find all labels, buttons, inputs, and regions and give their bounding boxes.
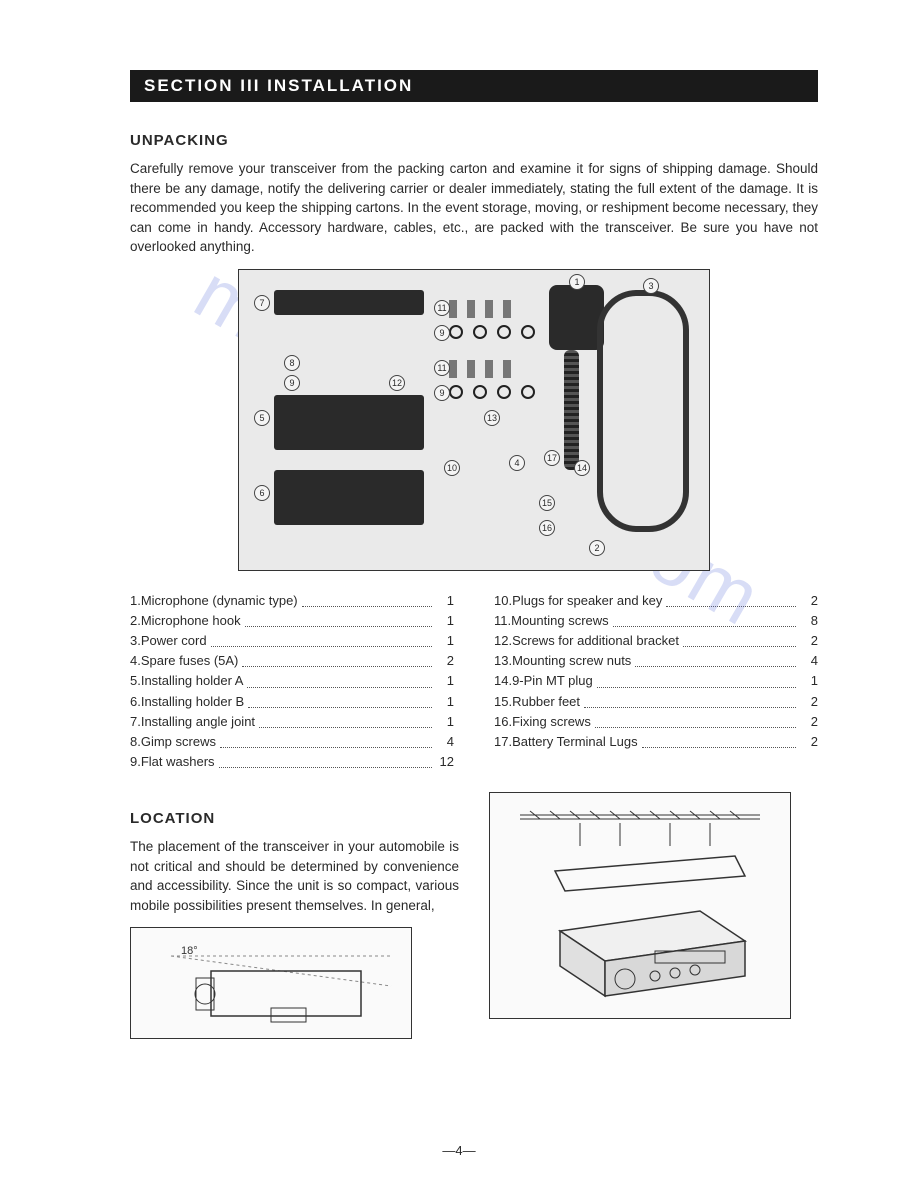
manual-page: manualshive.com SECTION III INSTALLATION… bbox=[0, 0, 918, 1188]
parts-item-dots bbox=[219, 752, 432, 768]
parts-item-qty: 1 bbox=[436, 631, 454, 651]
parts-item-number: 16. bbox=[494, 712, 512, 732]
location-heading: LOCATION bbox=[130, 810, 459, 827]
parts-item-dots bbox=[211, 631, 432, 647]
parts-item-number: 1. bbox=[130, 591, 141, 611]
parts-item: 6. Installing holder B 1 bbox=[130, 692, 454, 712]
parts-item-label: Microphone hook bbox=[141, 611, 241, 631]
parts-item-qty: 1 bbox=[436, 712, 454, 732]
parts-list-right: 10. Plugs for speaker and key211. Mounti… bbox=[494, 591, 818, 772]
parts-item: 12. Screws for additional bracket 2 bbox=[494, 631, 818, 651]
parts-item-qty: 1 bbox=[436, 671, 454, 691]
parts-item-qty: 2 bbox=[800, 692, 818, 712]
parts-item-dots bbox=[613, 611, 796, 627]
parts-item-dots bbox=[259, 712, 432, 728]
parts-item-label: Rubber feet bbox=[512, 692, 580, 712]
parts-item-dots bbox=[597, 671, 796, 687]
unpacking-text: Carefully remove your transceiver from t… bbox=[130, 159, 818, 257]
parts-item-number: 11. bbox=[494, 611, 511, 631]
parts-item-label: Gimp screws bbox=[141, 732, 216, 752]
parts-item: 11. Mounting screws 8 bbox=[494, 611, 818, 631]
parts-item-dots bbox=[635, 651, 796, 667]
parts-item: 13. Mounting screw nuts 4 bbox=[494, 651, 818, 671]
parts-item-number: 7. bbox=[130, 712, 141, 732]
parts-item-dots bbox=[245, 611, 432, 627]
parts-item: 10. Plugs for speaker and key 2 bbox=[494, 591, 818, 611]
parts-item-label: Spare fuses (5A) bbox=[141, 651, 239, 671]
parts-item: 2. Microphone hook 1 bbox=[130, 611, 454, 631]
parts-item-dots bbox=[642, 732, 796, 748]
angle-diagram: 18° bbox=[130, 927, 412, 1039]
parts-item-dots bbox=[666, 591, 796, 607]
parts-item-qty: 4 bbox=[436, 732, 454, 752]
parts-item-label: Installing holder A bbox=[141, 671, 244, 691]
parts-item: 4. Spare fuses (5A) 2 bbox=[130, 651, 454, 671]
parts-item: 1. Microphone (dynamic type) 1 bbox=[130, 591, 454, 611]
parts-item-label: Mounting screw nuts bbox=[512, 651, 631, 671]
parts-item: 17. Battery Terminal Lugs 2 bbox=[494, 732, 818, 752]
parts-item: 14. 9-Pin MT plug 1 bbox=[494, 671, 818, 691]
parts-item-qty: 2 bbox=[800, 591, 818, 611]
parts-item: 8. Gimp screws 4 bbox=[130, 732, 454, 752]
parts-item: 5. Installing holder A 1 bbox=[130, 671, 454, 691]
parts-item-number: 15. bbox=[494, 692, 512, 712]
parts-item-label: Power cord bbox=[141, 631, 207, 651]
parts-item-qty: 1 bbox=[436, 611, 454, 631]
parts-item-number: 8. bbox=[130, 732, 141, 752]
parts-item-dots bbox=[302, 591, 432, 607]
parts-item-label: Flat washers bbox=[141, 752, 215, 772]
parts-item-number: 3. bbox=[130, 631, 141, 651]
accessories-photo: 7 5 6 1 3 11 9 8 9 12 11 9 13 10 4 17 14… bbox=[238, 269, 710, 571]
parts-list: 1. Microphone (dynamic type)12. Micropho… bbox=[130, 591, 818, 772]
parts-item-dots bbox=[595, 712, 796, 728]
parts-item-qty: 2 bbox=[800, 712, 818, 732]
parts-item-number: 17. bbox=[494, 732, 512, 752]
parts-item-qty: 2 bbox=[800, 732, 818, 752]
parts-item: 3. Power cord 1 bbox=[130, 631, 454, 651]
parts-item-qty: 1 bbox=[436, 591, 454, 611]
parts-item-label: Installing angle joint bbox=[141, 712, 255, 732]
parts-item-number: 2. bbox=[130, 611, 141, 631]
parts-list-left: 1. Microphone (dynamic type)12. Micropho… bbox=[130, 591, 454, 772]
parts-item-label: Fixing screws bbox=[512, 712, 591, 732]
parts-item-dots bbox=[584, 692, 796, 708]
parts-item-qty: 2 bbox=[436, 651, 454, 671]
parts-item-dots bbox=[683, 631, 796, 647]
parts-item-number: 6. bbox=[130, 692, 141, 712]
parts-item-label: Mounting screws bbox=[511, 611, 609, 631]
parts-item-label: Plugs for speaker and key bbox=[512, 591, 662, 611]
parts-item-number: 4. bbox=[130, 651, 141, 671]
parts-item-label: Battery Terminal Lugs bbox=[512, 732, 638, 752]
parts-item-qty: 1 bbox=[436, 692, 454, 712]
unpacking-heading: UNPACKING bbox=[130, 132, 818, 149]
parts-item-dots bbox=[247, 671, 432, 687]
mounting-diagram bbox=[489, 792, 791, 1019]
angle-label: 18° bbox=[181, 945, 198, 957]
parts-item-number: 13. bbox=[494, 651, 512, 671]
parts-item: 9. Flat washers 12 bbox=[130, 752, 454, 772]
parts-item-label: 9-Pin MT plug bbox=[512, 671, 593, 691]
parts-item: 7. Installing angle joint 1 bbox=[130, 712, 454, 732]
parts-item-dots bbox=[242, 651, 432, 667]
parts-item-number: 5. bbox=[130, 671, 141, 691]
parts-item-number: 14. bbox=[494, 671, 512, 691]
parts-item-number: 10. bbox=[494, 591, 512, 611]
parts-item-label: Microphone (dynamic type) bbox=[141, 591, 298, 611]
parts-item: 15. Rubber feet 2 bbox=[494, 692, 818, 712]
parts-item-number: 12. bbox=[494, 631, 512, 651]
page-number: —4— bbox=[0, 1143, 918, 1158]
section-banner: SECTION III INSTALLATION bbox=[130, 70, 818, 102]
parts-item-qty: 1 bbox=[800, 671, 818, 691]
parts-item-label: Installing holder B bbox=[141, 692, 244, 712]
parts-item-qty: 8 bbox=[800, 611, 818, 631]
parts-item-qty: 12 bbox=[436, 752, 454, 772]
parts-item: 16. Fixing screws 2 bbox=[494, 712, 818, 732]
parts-item-dots bbox=[220, 732, 432, 748]
location-text: The placement of the transceiver in your… bbox=[130, 837, 459, 915]
parts-item-qty: 2 bbox=[800, 631, 818, 651]
parts-item-dots bbox=[248, 692, 432, 708]
parts-item-qty: 4 bbox=[800, 651, 818, 671]
parts-item-label: Screws for additional bracket bbox=[512, 631, 679, 651]
parts-item-number: 9. bbox=[130, 752, 141, 772]
